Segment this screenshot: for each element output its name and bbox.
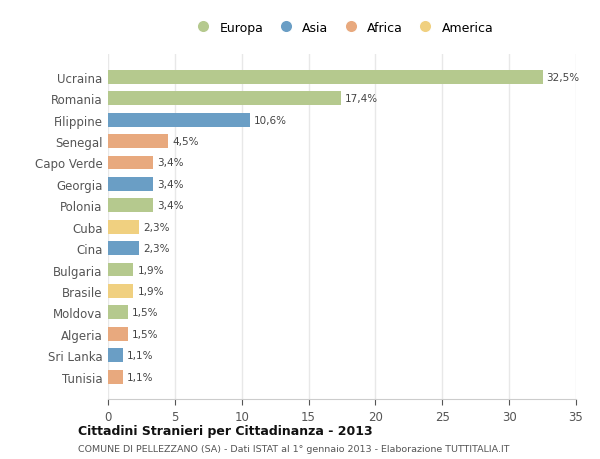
Text: 3,4%: 3,4% (157, 201, 184, 211)
Bar (108, 92, 341, 106)
Bar (108, 241, 139, 256)
Bar (108, 199, 154, 213)
Bar (108, 306, 128, 319)
Text: COMUNE DI PELLEZZANO (SA) - Dati ISTAT al 1° gennaio 2013 - Elaborazione TUTTITA: COMUNE DI PELLEZZANO (SA) - Dati ISTAT a… (78, 444, 509, 453)
Bar (108, 178, 154, 191)
Bar (108, 113, 250, 127)
Text: 3,4%: 3,4% (157, 179, 184, 190)
Text: 2,3%: 2,3% (143, 222, 169, 232)
Bar (108, 71, 542, 84)
Bar (108, 135, 168, 149)
Text: 4,5%: 4,5% (172, 137, 199, 147)
Bar (108, 284, 133, 298)
Bar (108, 220, 139, 234)
Bar (108, 370, 123, 384)
Text: 3,4%: 3,4% (157, 158, 184, 168)
Text: 1,9%: 1,9% (137, 265, 164, 275)
Legend: Europa, Asia, Africa, America: Europa, Asia, Africa, America (185, 17, 499, 39)
Bar (108, 348, 123, 362)
Text: 1,5%: 1,5% (132, 329, 158, 339)
Text: 2,3%: 2,3% (143, 244, 169, 253)
Text: 1,1%: 1,1% (127, 350, 153, 360)
Text: 1,5%: 1,5% (132, 308, 158, 318)
Text: 1,9%: 1,9% (137, 286, 164, 296)
Text: 17,4%: 17,4% (344, 94, 378, 104)
Bar (108, 156, 154, 170)
Bar (108, 327, 128, 341)
Text: 10,6%: 10,6% (254, 115, 287, 125)
Text: 32,5%: 32,5% (547, 73, 580, 83)
Text: Cittadini Stranieri per Cittadinanza - 2013: Cittadini Stranieri per Cittadinanza - 2… (78, 424, 373, 437)
Bar (108, 263, 133, 277)
Text: 1,1%: 1,1% (127, 372, 153, 382)
